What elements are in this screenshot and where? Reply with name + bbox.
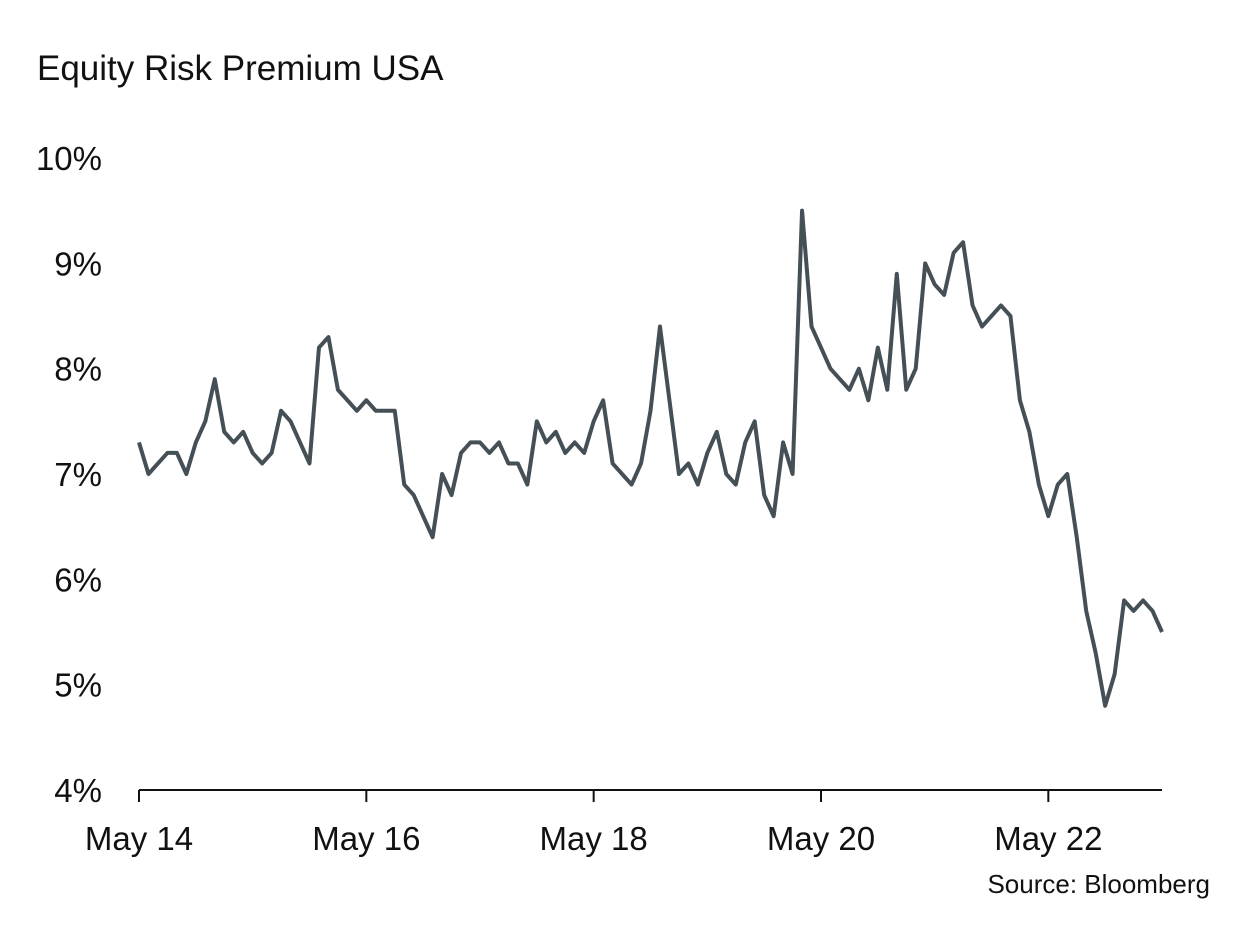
series-line [137,208,1164,708]
y-tick-label: 5% [54,667,102,704]
y-tick-label: 6% [54,561,102,598]
x-tick-label: May 22 [994,820,1102,857]
source-note: Source: Bloomberg [987,869,1210,899]
x-tick-label: May 20 [767,820,875,857]
y-tick-label: 7% [54,456,102,493]
y-tick-label: 9% [54,245,102,282]
y-tick-label: 10% [36,140,102,177]
x-tick-label: May 16 [312,820,420,857]
x-tick-label: May 18 [540,820,648,857]
x-tick-label: May 14 [85,820,193,857]
chart-title: Equity Risk Premium USA [37,49,444,88]
y-tick-label: 8% [54,351,102,388]
y-tick-label: 4% [54,772,102,809]
